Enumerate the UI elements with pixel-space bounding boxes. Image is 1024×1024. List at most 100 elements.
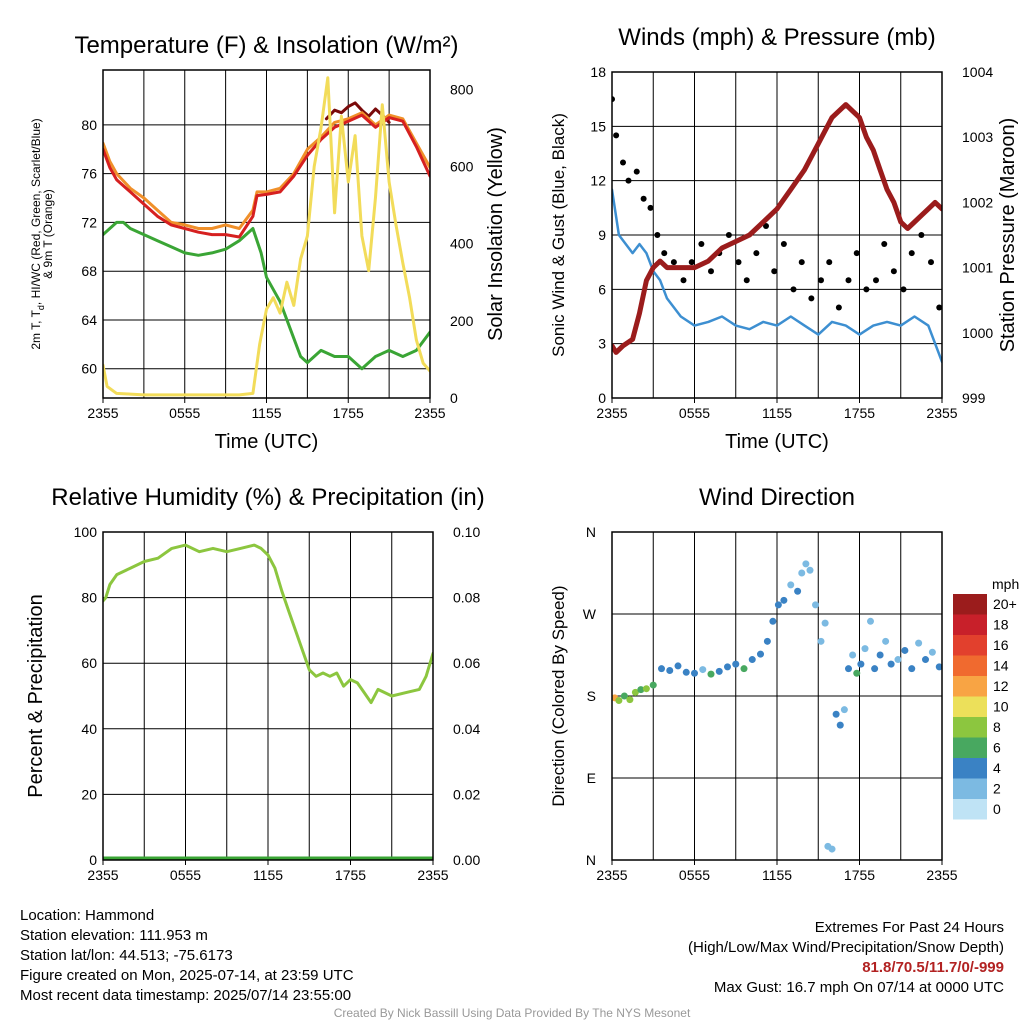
max-gust-label: Max Gust: 16.7 mph On 07/14 at 0000 UTC [713, 979, 1004, 996]
x-tick-label: 2355 [926, 405, 957, 421]
gust-point [900, 286, 907, 293]
direction-point [787, 581, 795, 589]
y2-tick-label: 600 [450, 158, 474, 174]
y2-tick-label: 1002 [962, 194, 993, 210]
y2-tick-label: 0.08 [453, 590, 480, 606]
direction-point [774, 601, 782, 609]
direction-point [845, 665, 852, 673]
gust-point [835, 304, 842, 311]
colorbar-swatch [953, 696, 987, 717]
y-tick-label: 100 [74, 524, 98, 540]
series-line-2 [103, 113, 430, 239]
direction-point [637, 686, 645, 694]
y-tick-label: 3 [598, 336, 606, 352]
chart-title: Relative Humidity (%) & Precipitation (i… [51, 484, 484, 511]
y-tick-label: 9 [598, 227, 606, 243]
gust-point [771, 268, 778, 275]
colorbar-label: 14 [993, 658, 1009, 674]
gust-point [798, 259, 805, 266]
gust-point [743, 277, 750, 284]
direction-point [915, 639, 923, 647]
y-tick-label: S [587, 688, 596, 704]
y-tick-label: 18 [590, 64, 606, 80]
direction-point [620, 692, 628, 700]
gust-point [936, 304, 942, 311]
extremes-subtitle: (High/Low/Max Wind/Precipitation/Snow De… [688, 939, 1004, 956]
x-tick-label: 0555 [679, 867, 710, 883]
series-line-0 [103, 543, 433, 705]
plot-area [103, 76, 430, 397]
gust-point [928, 259, 934, 266]
direction-point [666, 666, 674, 674]
direction-point [626, 696, 634, 704]
direction-point [724, 663, 731, 671]
x-tick-label: 1755 [844, 405, 875, 421]
direction-point [802, 560, 810, 568]
direction-point [794, 587, 802, 595]
gust-point [753, 250, 760, 257]
colorbar-label: 16 [993, 637, 1009, 653]
direction-point [908, 665, 916, 673]
direction-point [780, 596, 788, 604]
y-tick-label: 6 [598, 281, 606, 297]
gust-point [680, 277, 687, 284]
gust-point [620, 159, 626, 166]
x-tick-label: 2355 [926, 867, 957, 883]
direction-point [658, 665, 665, 673]
y2-tick-label: 0.00 [453, 852, 480, 868]
y-tick-label: N [586, 852, 596, 868]
grid-lines [611, 71, 943, 399]
gust-point [908, 250, 915, 257]
y-axis-label: Direction (Colored By Speed) [549, 585, 568, 806]
x-tick-label: 1155 [253, 867, 283, 883]
gust-point [918, 232, 925, 238]
gust-point [708, 268, 714, 275]
gust-point [826, 259, 833, 266]
direction-point [828, 845, 836, 853]
gust-point [890, 268, 897, 275]
gust-point [670, 259, 677, 266]
y2-axis-label: Solar Insolation (Yellow) [485, 127, 507, 341]
gust-point [640, 195, 647, 202]
colorbar-label: 12 [993, 678, 1009, 694]
chart-temp: Temperature (F) & Insolation (W/m²) 2355 0… [29, 32, 507, 453]
x-tick-label: 1155 [762, 867, 792, 883]
y-axis-label-sub: d [36, 305, 46, 310]
y-tick-label: 12 [590, 173, 606, 189]
y2-tick-label: 0.02 [453, 786, 480, 802]
colorbar-swatch [953, 614, 987, 635]
plot-area [612, 96, 942, 364]
direction-point [691, 669, 698, 677]
direction-point [740, 665, 748, 673]
y2-tick-label: 1004 [962, 64, 993, 80]
direction-point [849, 651, 857, 659]
direction-point [894, 656, 902, 664]
y2-tick-label: 1000 [962, 325, 993, 341]
colorbar-swatch [953, 778, 987, 799]
y-tick-label: 40 [81, 721, 97, 737]
gust-point [661, 250, 668, 257]
y-tick-label: 68 [81, 263, 97, 279]
y-tick-label: 60 [81, 655, 97, 671]
direction-point [840, 706, 848, 714]
direction-point [922, 656, 929, 664]
direction-point [806, 566, 814, 574]
gust-point [780, 241, 787, 248]
gust-point [818, 277, 824, 284]
direction-point [769, 617, 777, 625]
colorbar-swatch [953, 635, 987, 656]
gust-point [808, 295, 815, 302]
gust-point [873, 277, 879, 284]
x-axis-label: Time (UTC) [725, 431, 829, 453]
y-tick-label: 80 [81, 117, 97, 133]
gust-point [881, 241, 888, 248]
gust-point [763, 222, 769, 229]
series-line-2 [612, 102, 942, 355]
credit-label: Created By Nick Bassill Using Data Provi… [333, 1006, 691, 1020]
series-line-1 [103, 111, 430, 230]
chart-title: Wind Direction [699, 484, 855, 511]
colorbar-swatch [953, 594, 987, 615]
x-tick-label: 0555 [679, 405, 710, 421]
gust-point [654, 232, 661, 238]
